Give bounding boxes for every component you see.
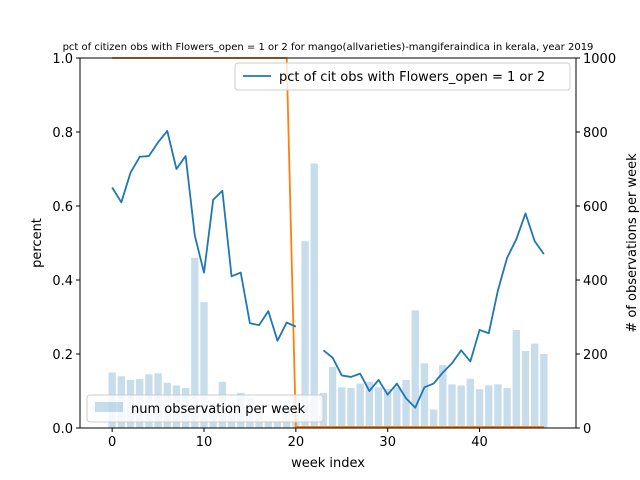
bar-week-47 <box>540 354 548 428</box>
bar-week-24 <box>328 366 337 428</box>
right-y-axis: 0 200 400 600 800 1000 <box>576 52 616 437</box>
left-y-tick-label: 0.0 <box>52 422 73 437</box>
chart-title: pct of citizen obs with Flowers_open = 1… <box>63 42 594 53</box>
left-y-tick-label: 0.6 <box>52 200 73 215</box>
left-y-tick-label: 0.8 <box>52 126 73 141</box>
right-y-tick-label: 200 <box>583 348 608 363</box>
bar-week-40 <box>475 389 484 428</box>
bar-week-21 <box>301 241 309 428</box>
bar-week-38 <box>457 385 465 428</box>
bar-week-32 <box>402 379 410 428</box>
x-tick-label: 0 <box>108 435 116 450</box>
bar-week-39 <box>466 378 475 428</box>
x-tick-label: 40 <box>471 435 488 450</box>
bar-week-45 <box>521 351 530 428</box>
right-y-axis-title: # of observations per week <box>625 153 640 333</box>
bar-week-9 <box>191 257 199 428</box>
bar-week-43 <box>503 388 511 428</box>
bar-week-27 <box>356 383 364 428</box>
bar-week-34 <box>420 363 429 428</box>
bar-week-35 <box>429 409 438 428</box>
bar-week-42 <box>494 384 502 428</box>
bar-week-25 <box>338 387 346 428</box>
bar-week-17 <box>264 420 272 428</box>
right-y-tick-label: 400 <box>583 274 608 289</box>
bar-week-26 <box>347 388 355 428</box>
bar-week-10 <box>200 302 208 428</box>
x-tick-label: 30 <box>379 435 396 450</box>
left-y-axis: 0.0 0.2 0.4 0.6 0.8 1.0 <box>52 52 80 437</box>
left-y-tick-label: 1.0 <box>52 52 73 67</box>
x-tick-label: 10 <box>196 435 213 450</box>
percent-line-segment-1 <box>111 129 297 342</box>
bar-week-33 <box>411 310 419 428</box>
x-axis-title: week index <box>291 456 365 471</box>
bar-week-41 <box>485 385 493 428</box>
bar-week-29 <box>374 387 383 428</box>
x-axis: 0 10 20 30 40 <box>108 428 488 450</box>
bar-week-18 <box>273 420 282 428</box>
legend-line: pct of cit obs with Flowers_open = 1 or … <box>234 62 571 91</box>
bar-week-36 <box>439 365 447 428</box>
plot-frame <box>79 57 577 429</box>
legend-bars-label: num observation per week <box>131 402 306 417</box>
left-y-tick-label: 0.4 <box>52 274 73 289</box>
legend-bars-box <box>86 394 324 423</box>
right-y-tick-label: 1000 <box>583 52 616 67</box>
right-y-tick-label: 800 <box>583 126 608 141</box>
percent-line-segment-2 <box>322 212 545 409</box>
bar-week-22 <box>310 163 318 428</box>
bar-week-46 <box>530 343 539 428</box>
legend-line-label: pct of cit obs with Flowers_open = 1 or … <box>279 70 545 85</box>
right-y-tick-label: 600 <box>583 200 608 215</box>
left-y-axis-title: percent <box>30 218 45 268</box>
legend-bars-swatch <box>95 402 123 412</box>
bar-week-31 <box>393 387 401 428</box>
bar-week-44 <box>512 329 520 428</box>
bar-week-28 <box>365 381 374 428</box>
legend-line-box <box>234 62 571 91</box>
legend-bars: num observation per week <box>86 394 324 423</box>
left-y-tick-label: 0.2 <box>52 348 73 363</box>
bar-week-37 <box>448 384 456 428</box>
right-y-tick-label: 0 <box>583 422 591 437</box>
bar-week-30 <box>384 389 392 428</box>
x-tick-label: 20 <box>288 435 305 450</box>
